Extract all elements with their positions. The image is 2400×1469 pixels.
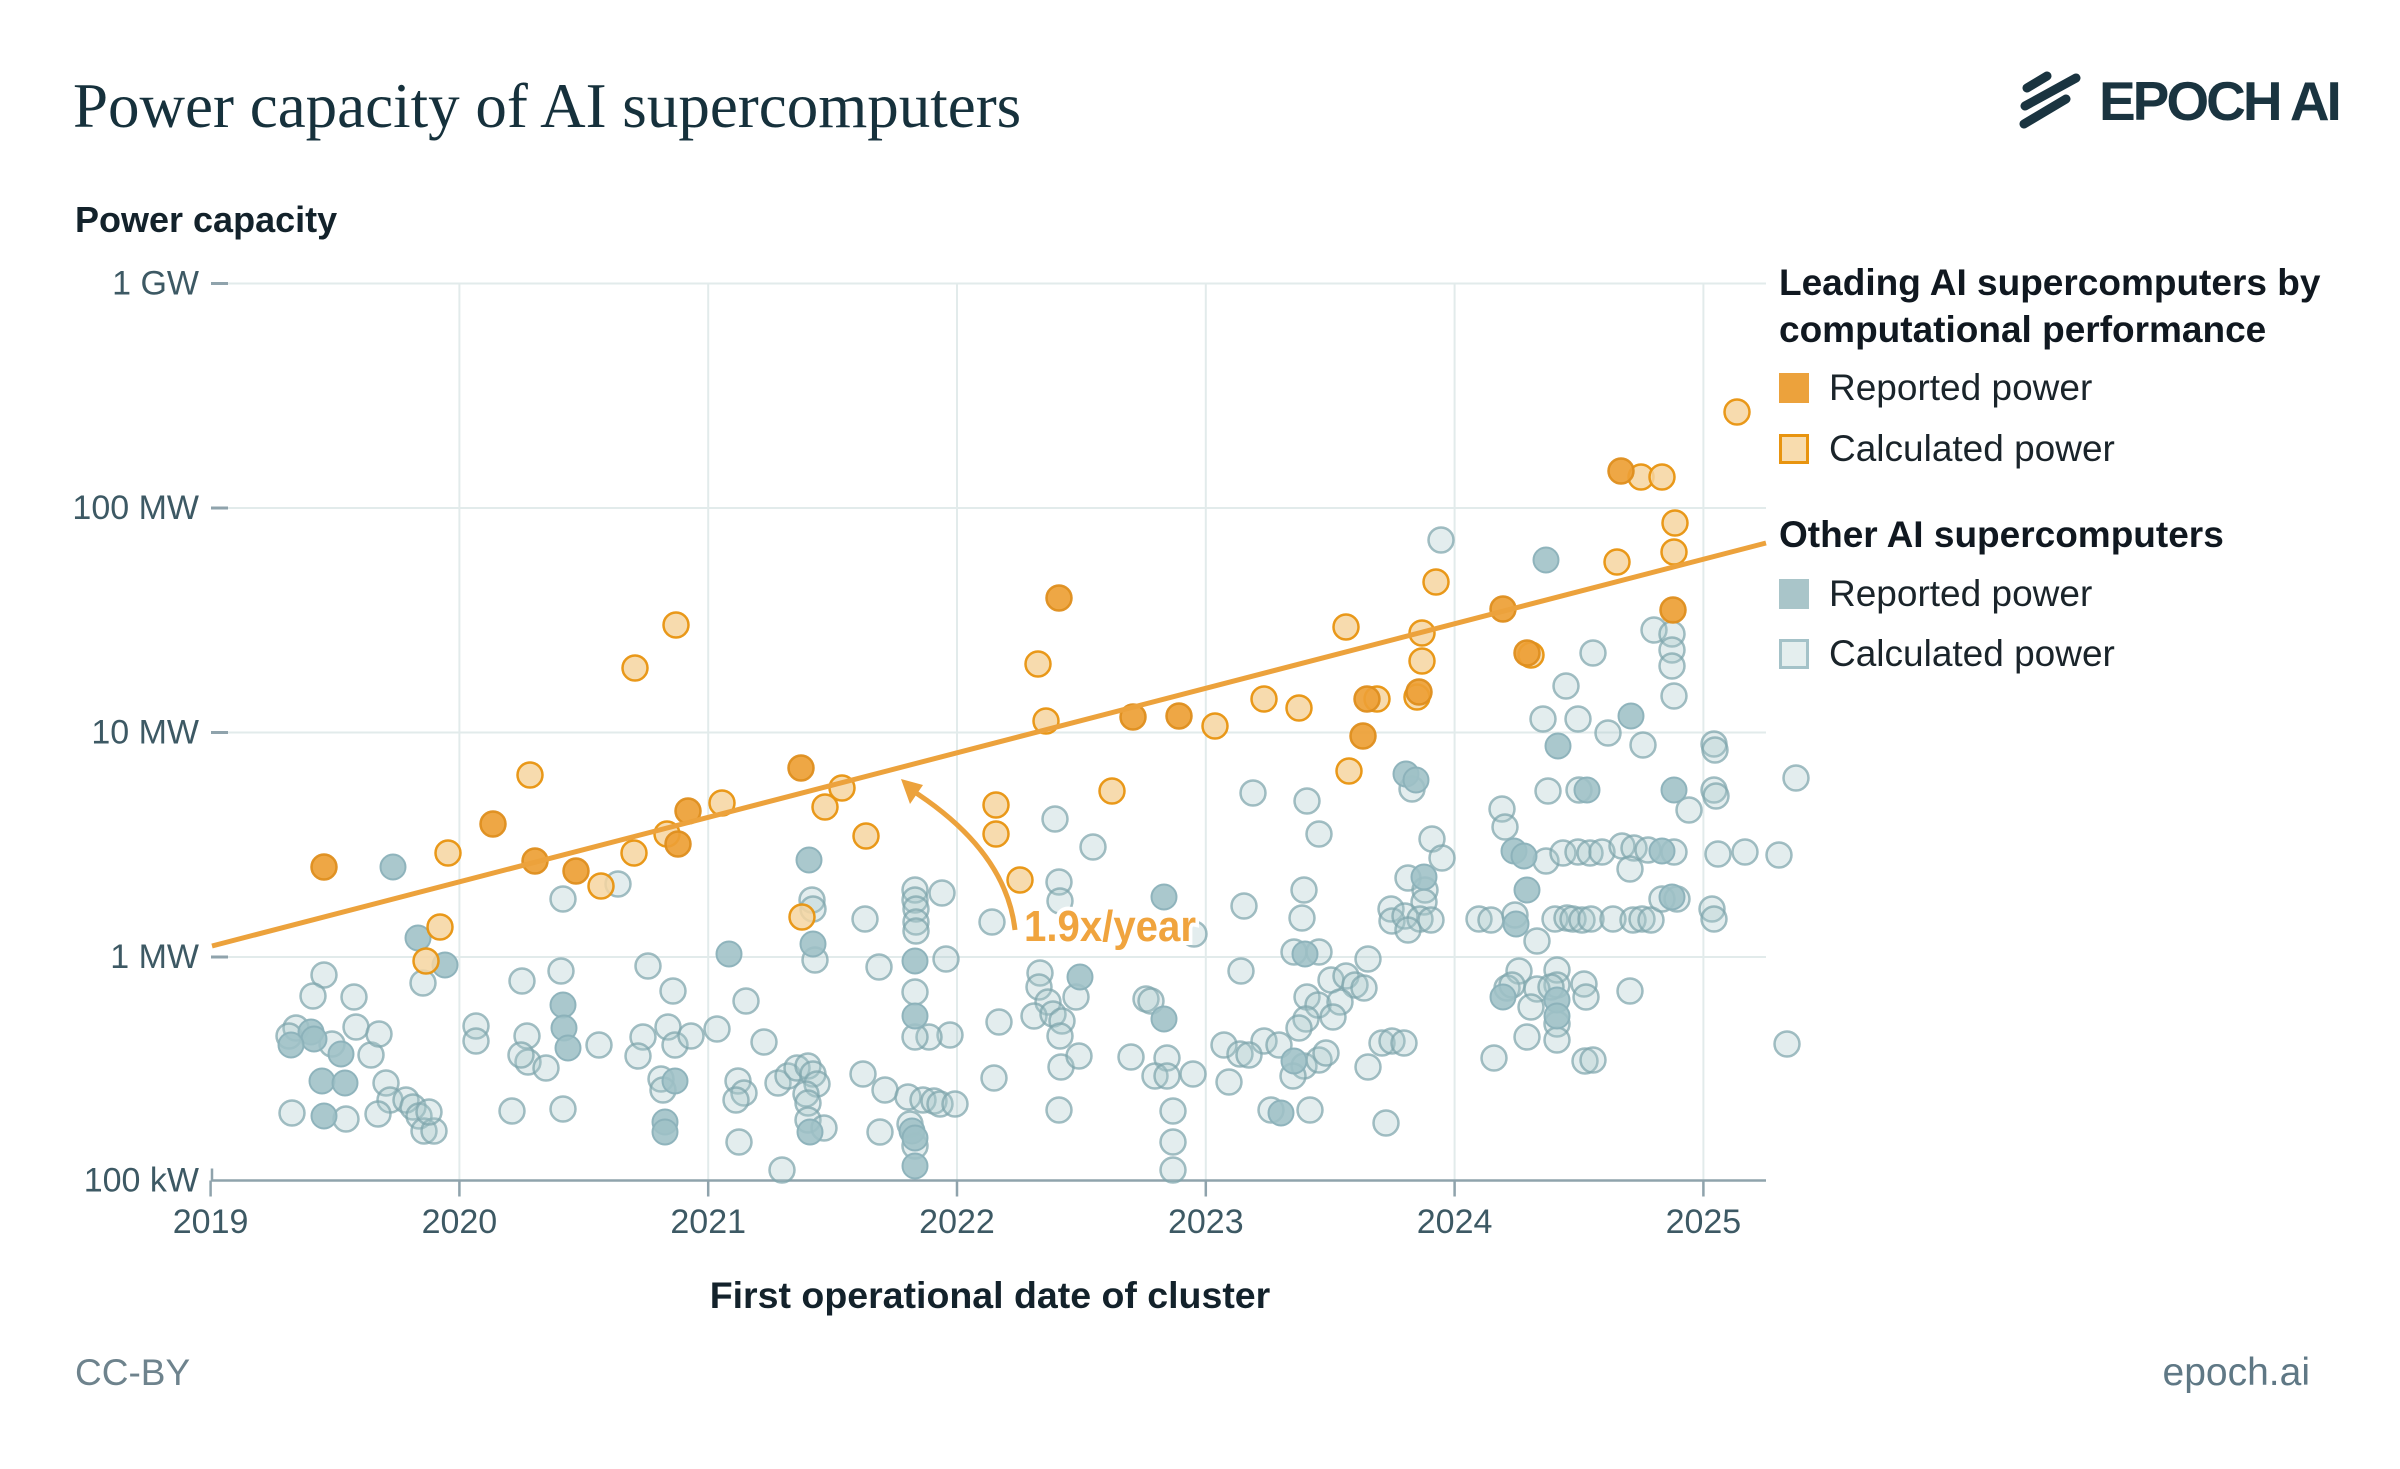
svg-text:2019: 2019 (173, 1203, 249, 1241)
svg-text:CC-BY: CC-BY (75, 1352, 190, 1393)
svg-text:First operational date of clus: First operational date of cluster (710, 1274, 1271, 1316)
svg-text:computational performance: computational performance (1779, 309, 2266, 350)
svg-text:Reported power: Reported power (1829, 573, 2092, 614)
svg-text:2020: 2020 (422, 1203, 498, 1241)
svg-text:2021: 2021 (670, 1203, 746, 1241)
svg-text:Power capacity of AI supercomp: Power capacity of AI supercomputers (73, 71, 1021, 141)
svg-text:100 kW: 100 kW (84, 1162, 199, 1200)
svg-text:Reported power: Reported power (1829, 367, 2092, 408)
svg-text:Power capacity: Power capacity (75, 199, 337, 240)
svg-text:EPOCH AI: EPOCH AI (2099, 70, 2339, 132)
svg-text:2023: 2023 (1168, 1203, 1244, 1241)
svg-text:epoch.ai: epoch.ai (2163, 1351, 2310, 1394)
svg-text:2024: 2024 (1417, 1203, 1493, 1241)
svg-text:2022: 2022 (919, 1203, 995, 1241)
svg-text:1 MW: 1 MW (110, 938, 199, 976)
svg-text:Other AI supercomputers: Other AI supercomputers (1779, 514, 2224, 555)
svg-text:1.9x/year: 1.9x/year (1024, 902, 1196, 951)
svg-text:Leading AI supercomputers by: Leading AI supercomputers by (1779, 262, 2321, 303)
svg-text:10 MW: 10 MW (91, 714, 199, 752)
svg-text:Calculated power: Calculated power (1829, 633, 2115, 674)
svg-text:100 MW: 100 MW (72, 489, 199, 527)
svg-text:2025: 2025 (1666, 1203, 1742, 1241)
svg-text:Calculated power: Calculated power (1829, 428, 2115, 469)
svg-text:1 GW: 1 GW (112, 265, 199, 303)
